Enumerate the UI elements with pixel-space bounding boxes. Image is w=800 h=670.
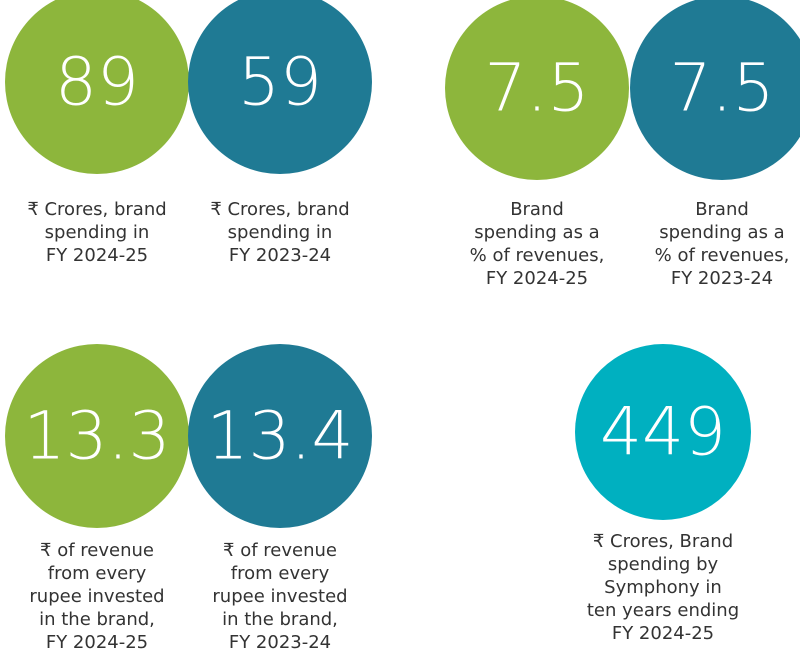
stat-label: FY 2023-24 (229, 632, 331, 653)
stat-circle (188, 344, 372, 528)
stat-label: rupee invested (212, 586, 347, 607)
stat-label: spending in (45, 222, 150, 243)
stat-value: 7.5 (670, 50, 775, 127)
stat-label: spending by (608, 554, 719, 575)
stat-label: ₹ Crores, Brand (593, 531, 733, 552)
stat-label: % of revenues, (470, 245, 605, 266)
stat-label: ₹ Crores, brand (210, 199, 349, 220)
stat-label: rupee invested (29, 586, 164, 607)
stat-label: from every (231, 563, 330, 584)
stat-circle (575, 344, 751, 520)
stat-value: 13.3 (24, 398, 171, 475)
stat-label: FY 2024-25 (46, 245, 148, 266)
stat-label: ten years ending (587, 600, 739, 621)
stat-label: Brand (695, 199, 749, 220)
stat-circle (445, 0, 629, 180)
stat-label: FY 2023-24 (229, 245, 331, 266)
stat-label: FY 2024-25 (46, 632, 148, 653)
stat-label: spending in (228, 222, 333, 243)
stat-label: spending as a (474, 222, 599, 243)
stat-label: FY 2024-25 (486, 268, 588, 289)
stat-label: from every (48, 563, 147, 584)
stat-label: % of revenues, (655, 245, 790, 266)
stat-value: 7.5 (485, 50, 590, 127)
stat-circle (5, 344, 189, 528)
stat-label: Symphony in (604, 577, 722, 598)
stat-label: in the brand, (39, 609, 155, 630)
stat-label: Brand (510, 199, 564, 220)
stat-value: 59 (238, 44, 322, 121)
stat-circle (630, 0, 800, 180)
stat-label: in the brand, (222, 609, 338, 630)
stat-label: spending as a (659, 222, 784, 243)
stat-circle (188, 0, 372, 174)
stat-label: ₹ of revenue (40, 540, 154, 561)
stat-value: 449 (600, 394, 726, 471)
stat-label: FY 2023-24 (671, 268, 773, 289)
stat-value: 13.4 (207, 398, 354, 475)
stat-circle (5, 0, 189, 174)
stat-label: FY 2024-25 (612, 623, 714, 644)
stat-label: ₹ of revenue (223, 540, 337, 561)
stat-value: 89 (55, 44, 139, 121)
stat-label: ₹ Crores, brand (27, 199, 166, 220)
